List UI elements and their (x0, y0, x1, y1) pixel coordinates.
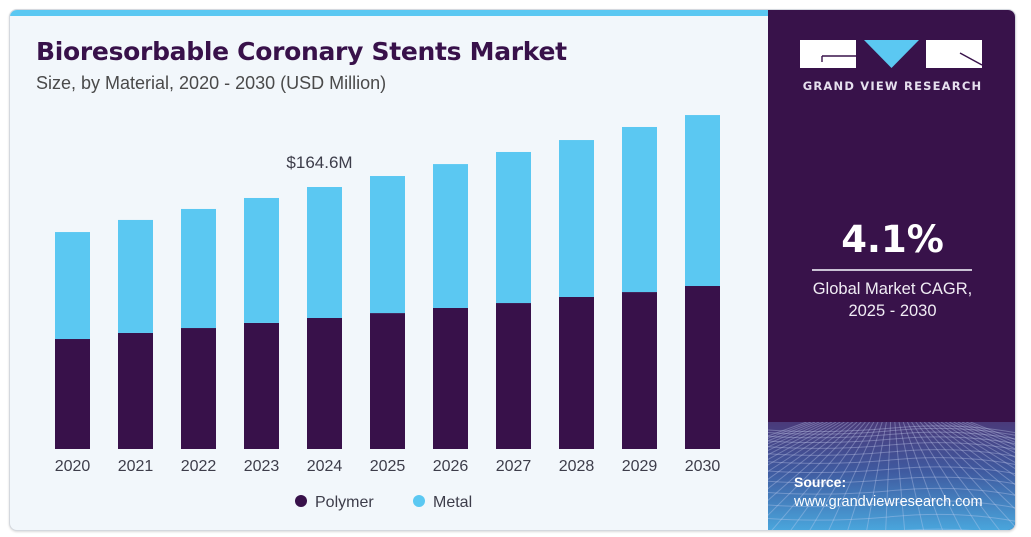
bar-metal-2026 (433, 164, 468, 308)
bar-metal-2029 (622, 126, 657, 293)
chart-title: Bioresorbable Coronary Stents Market (36, 37, 567, 66)
bar-polymer-2027 (496, 303, 531, 449)
chart-card: Bioresorbable Coronary Stents Market Siz… (9, 9, 1016, 531)
x-tick-label-2026: 2026 (433, 458, 469, 475)
bar-metal-2025 (370, 176, 405, 314)
bar-metal-2022 (181, 208, 216, 329)
bar-polymer-2021 (118, 332, 153, 449)
chart-subtitle: Size, by Material, 2020 - 2030 (USD Mill… (36, 73, 387, 93)
legend-marker-polymer (295, 495, 307, 507)
x-tick-label-2029: 2029 (622, 458, 658, 475)
bar-metal-2023 (244, 197, 279, 323)
bar-polymer-2024 (307, 318, 342, 449)
x-tick-label-2021: 2021 (118, 458, 154, 475)
bar-polymer-2020 (55, 339, 90, 449)
bar-polymer-2023 (244, 322, 279, 449)
legend-label-polymer: Polymer (315, 494, 374, 511)
x-tick-label-2027: 2027 (496, 458, 532, 475)
bar-metal-2024 (307, 187, 342, 318)
info-panel: GRAND VIEW RESEARCH 4.1% Global Market C… (768, 10, 1015, 530)
x-tick-label-2030: 2030 (685, 458, 721, 475)
bar-polymer-2026 (433, 307, 468, 449)
cagr-label-line1: Global Market CAGR, (812, 280, 973, 298)
bar-polymer-2025 (370, 313, 405, 449)
stacked-bar-chart: 2020 2021 2022 2023 2024 $164.6M 2025 2026 2027 2… (55, 115, 721, 511)
cagr-value: 4.1% (841, 218, 944, 261)
legend-marker-metal (413, 495, 425, 507)
bar-polymer-2030 (685, 286, 720, 449)
bar-polymer-2028 (559, 296, 594, 449)
bar-polymer-2022 (181, 328, 216, 449)
gvr-logo-icon (800, 40, 983, 68)
data-label-2024: $164.6M (286, 153, 352, 172)
cagr-divider (812, 269, 972, 271)
source-label: Source: (794, 474, 847, 490)
source-background (768, 422, 1015, 530)
cagr-label-line2: 2025 - 2030 (848, 302, 937, 320)
cagr-label: Global Market CAGR, 2025 - 2030 (768, 278, 1015, 322)
bar-metal-2028 (559, 140, 594, 297)
brand-name: GRAND VIEW RESEARCH (802, 79, 983, 93)
mesh-grid-decoration (768, 422, 1015, 530)
x-tick-label-2025: 2025 (370, 458, 406, 475)
legend-label-metal: Metal (433, 494, 472, 511)
bar-polymer-2029 (622, 292, 657, 449)
bar-metal-2027 (496, 151, 531, 304)
x-tick-label-2023: 2023 (244, 458, 280, 475)
x-tick-label-2028: 2028 (559, 458, 595, 475)
source-link[interactable]: www.grandviewresearch.com (794, 494, 983, 510)
bar-metal-2020 (55, 232, 90, 340)
x-tick-label-2024: 2024 (307, 458, 343, 475)
x-tick-label-2022: 2022 (181, 458, 217, 475)
bar-metal-2021 (118, 219, 153, 333)
x-tick-label-2020: 2020 (55, 458, 91, 475)
accent-strip (10, 10, 770, 16)
bar-metal-2030 (685, 115, 720, 287)
